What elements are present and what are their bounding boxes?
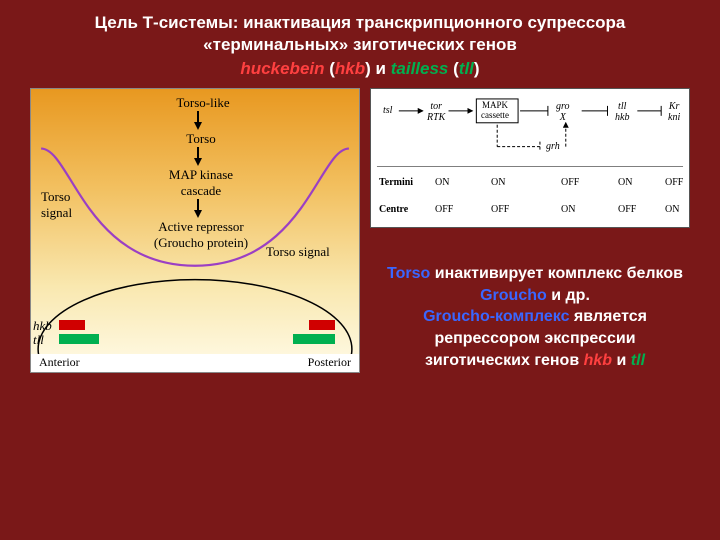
node-tll-hkb: tll hkb — [615, 101, 629, 123]
label-mapk: MAP kinase cascade — [161, 167, 241, 199]
label-anterior: Anterior — [39, 355, 80, 371]
pathway-diagram: tsl tor RTK MAPK cassette gro X grh tll … — [370, 88, 690, 228]
axis-footer: Anterior Posterior — [31, 354, 359, 372]
caption-text: Torso инактивирует комплекс белков Grouc… — [385, 263, 685, 371]
gene-tll-short: tll — [459, 59, 474, 78]
arrow-down-icon — [194, 122, 202, 130]
repressor-gradient-figure: Torso-like Torso MAP kinase cascade Acti… — [30, 88, 360, 373]
tll-bar-posterior — [293, 334, 335, 344]
node-tsl: tsl — [383, 105, 392, 116]
tll-bar-anterior — [59, 334, 99, 344]
label-repressor: Active repressor (Groucho protein) — [141, 219, 261, 251]
word-groucho-complex: Groucho-комплекс — [423, 308, 569, 325]
pathway-svg — [371, 89, 689, 228]
node-kr-kni: Kr kni — [668, 101, 680, 123]
label-torso-like: Torso-like — [163, 95, 243, 111]
hkb-bar-anterior — [59, 320, 85, 330]
label-torso-signal-left: Torso signal — [41, 189, 72, 221]
row-termini: Termini — [379, 177, 413, 188]
title-text: Цель Т-системы: инактивация транскрипцио… — [40, 12, 680, 56]
title-genes: huckebein (hkb) и tailless (tll) — [40, 58, 680, 80]
label-tll: tll — [33, 332, 44, 348]
node-mapk: MAPK cassette — [481, 100, 509, 120]
label-torso-signal-right: Torso signal — [266, 244, 330, 260]
arrow-down-icon — [194, 210, 202, 218]
label-torso: Torso — [176, 131, 226, 147]
label-posterior: Posterior — [308, 355, 351, 371]
gene-hkb-short: hkb — [335, 59, 365, 78]
word-hkb: hkb — [584, 352, 612, 369]
content-area: Torso-like Torso MAP kinase cascade Acti… — [0, 88, 720, 518]
hkb-bar-posterior — [309, 320, 335, 330]
node-tor: tor RTK — [427, 101, 445, 123]
word-groucho: Groucho — [480, 287, 547, 304]
word-tll: tll — [631, 352, 645, 369]
node-grh: grh — [546, 141, 560, 152]
slide-title: Цель Т-системы: инактивация транскрипцио… — [0, 0, 720, 88]
gene-huckebein: huckebein — [240, 59, 324, 78]
arrow-down-icon — [194, 158, 202, 166]
row-centre: Centre — [379, 204, 408, 215]
node-gro: gro X — [556, 101, 570, 123]
word-torso: Torso — [387, 265, 430, 282]
gene-tailless: tailless — [391, 59, 449, 78]
